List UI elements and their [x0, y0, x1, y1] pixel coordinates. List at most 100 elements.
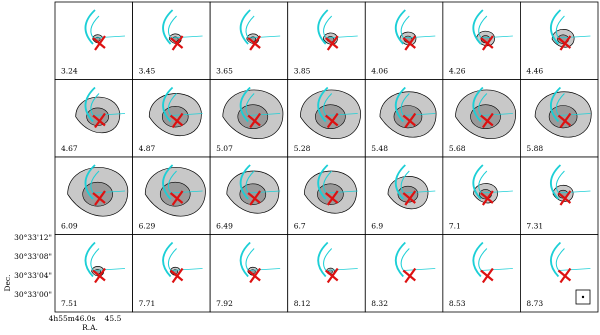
- channel-label: 7.1: [449, 222, 461, 231]
- channel-panel: 4.26: [442, 1, 521, 80]
- emission-contour: [82, 181, 113, 207]
- jet-arc: [239, 241, 251, 278]
- channel-panel: 7.71: [132, 234, 211, 313]
- channel-panel: 8.32: [364, 234, 444, 313]
- channel-label: 3.24: [61, 67, 78, 76]
- channel-label: 7.31: [526, 222, 543, 231]
- x-tick-label: 4h55m46.0s: [49, 314, 96, 323]
- jet-arc: [84, 9, 96, 45]
- channel-panel: 3.45: [132, 1, 211, 80]
- channel-panel: 6.29: [132, 156, 211, 235]
- jet-line: [248, 190, 281, 194]
- jet-arc: [394, 9, 406, 45]
- channel-panel: 8.53: [442, 234, 521, 313]
- channel-panel: 4.67: [54, 79, 133, 158]
- jet-line: [480, 268, 513, 271]
- jet-arc: [472, 164, 484, 200]
- source-marker: [480, 112, 494, 129]
- source-marker: [557, 35, 572, 51]
- source-marker: [402, 35, 417, 51]
- channel-label: 5.68: [449, 144, 466, 153]
- channel-panel: 7.51: [54, 234, 133, 313]
- channel-label: 6.29: [139, 222, 156, 231]
- source-marker: [247, 190, 262, 206]
- channel-label: 5.28: [294, 144, 311, 153]
- channel-label: 4.46: [526, 67, 543, 76]
- jet-line: [403, 190, 436, 194]
- panel-frame: [520, 234, 599, 313]
- channel-panel: 3.24: [54, 1, 133, 80]
- channel-panel: 5.48: [364, 79, 444, 158]
- jet-arc: [84, 241, 96, 278]
- channel-panel: 4.46: [520, 1, 599, 80]
- channel-panel: 8.73: [520, 234, 599, 313]
- source-marker: [480, 35, 494, 51]
- jet-arc: [472, 86, 484, 123]
- jet-arc: [550, 164, 562, 200]
- source-marker: [169, 112, 184, 129]
- jet-line: [558, 268, 591, 271]
- channel-panel: 6.49: [209, 156, 289, 235]
- jet-line: [325, 268, 358, 271]
- jet-line: [558, 190, 591, 194]
- channel-label: 3.45: [139, 67, 156, 76]
- jet-line: [480, 113, 513, 116]
- jet-line: [92, 268, 126, 271]
- panel-frame: [287, 234, 366, 313]
- jet-arc: [550, 241, 562, 278]
- jet-line: [325, 35, 358, 39]
- source-marker: [92, 190, 106, 206]
- channel-label: 8.32: [371, 299, 388, 308]
- x-tick-label: 45.5: [105, 314, 122, 323]
- beam-box: [575, 289, 591, 305]
- source-marker: [92, 35, 106, 51]
- jet-arc: [162, 9, 174, 45]
- jet-line: [248, 35, 281, 39]
- jet-arc: [239, 164, 251, 200]
- channel-panel: 6.9: [364, 156, 444, 235]
- jet-arc: [239, 9, 251, 45]
- jet-line: [403, 268, 436, 271]
- jet-line: [170, 113, 203, 116]
- source-marker: [480, 190, 494, 206]
- jet-arc: [317, 164, 329, 200]
- channel-label: 6.49: [216, 222, 233, 231]
- source-marker: [325, 112, 339, 129]
- channel-label: 6.09: [61, 222, 78, 231]
- channel-label: 3.65: [216, 67, 233, 76]
- jet-arc: [84, 86, 96, 123]
- source-marker: [169, 267, 184, 284]
- jet-arc: [162, 241, 174, 278]
- channel-label: 6.7: [294, 222, 306, 231]
- x-axis-label: R.A.: [82, 323, 98, 332]
- channel-label: 4.26: [449, 67, 466, 76]
- channel-panel: 5.68: [442, 79, 521, 158]
- source-marker: [402, 112, 417, 129]
- channel-label: 7.71: [139, 299, 156, 308]
- channel-label: 3.85: [294, 67, 311, 76]
- channel-panel: 3.65: [209, 1, 289, 80]
- jet-line: [92, 35, 126, 39]
- source-marker: [402, 267, 417, 284]
- source-marker: [325, 190, 339, 206]
- source-marker: [247, 35, 262, 51]
- source-marker: [325, 35, 339, 51]
- jet-line: [170, 190, 203, 194]
- source-marker: [557, 267, 572, 284]
- channel-label: 4.67: [61, 144, 78, 153]
- channel-panel: 5.88: [520, 79, 599, 158]
- jet-arc: [317, 9, 329, 45]
- jet-line: [170, 35, 203, 39]
- y-tick-label: 30°33'00": [14, 290, 52, 299]
- channel-panel: 8.12: [287, 234, 366, 313]
- y-tick-label: 30°33'08": [14, 252, 52, 261]
- jet-arc: [394, 164, 406, 200]
- jet-line: [248, 268, 281, 271]
- panel-frame: [364, 234, 444, 313]
- channel-panel: 5.28: [287, 79, 366, 158]
- channel-panel: 6.09: [54, 156, 133, 235]
- source-marker: [247, 112, 262, 129]
- beam: [581, 295, 585, 299]
- emission-contour: [159, 181, 191, 207]
